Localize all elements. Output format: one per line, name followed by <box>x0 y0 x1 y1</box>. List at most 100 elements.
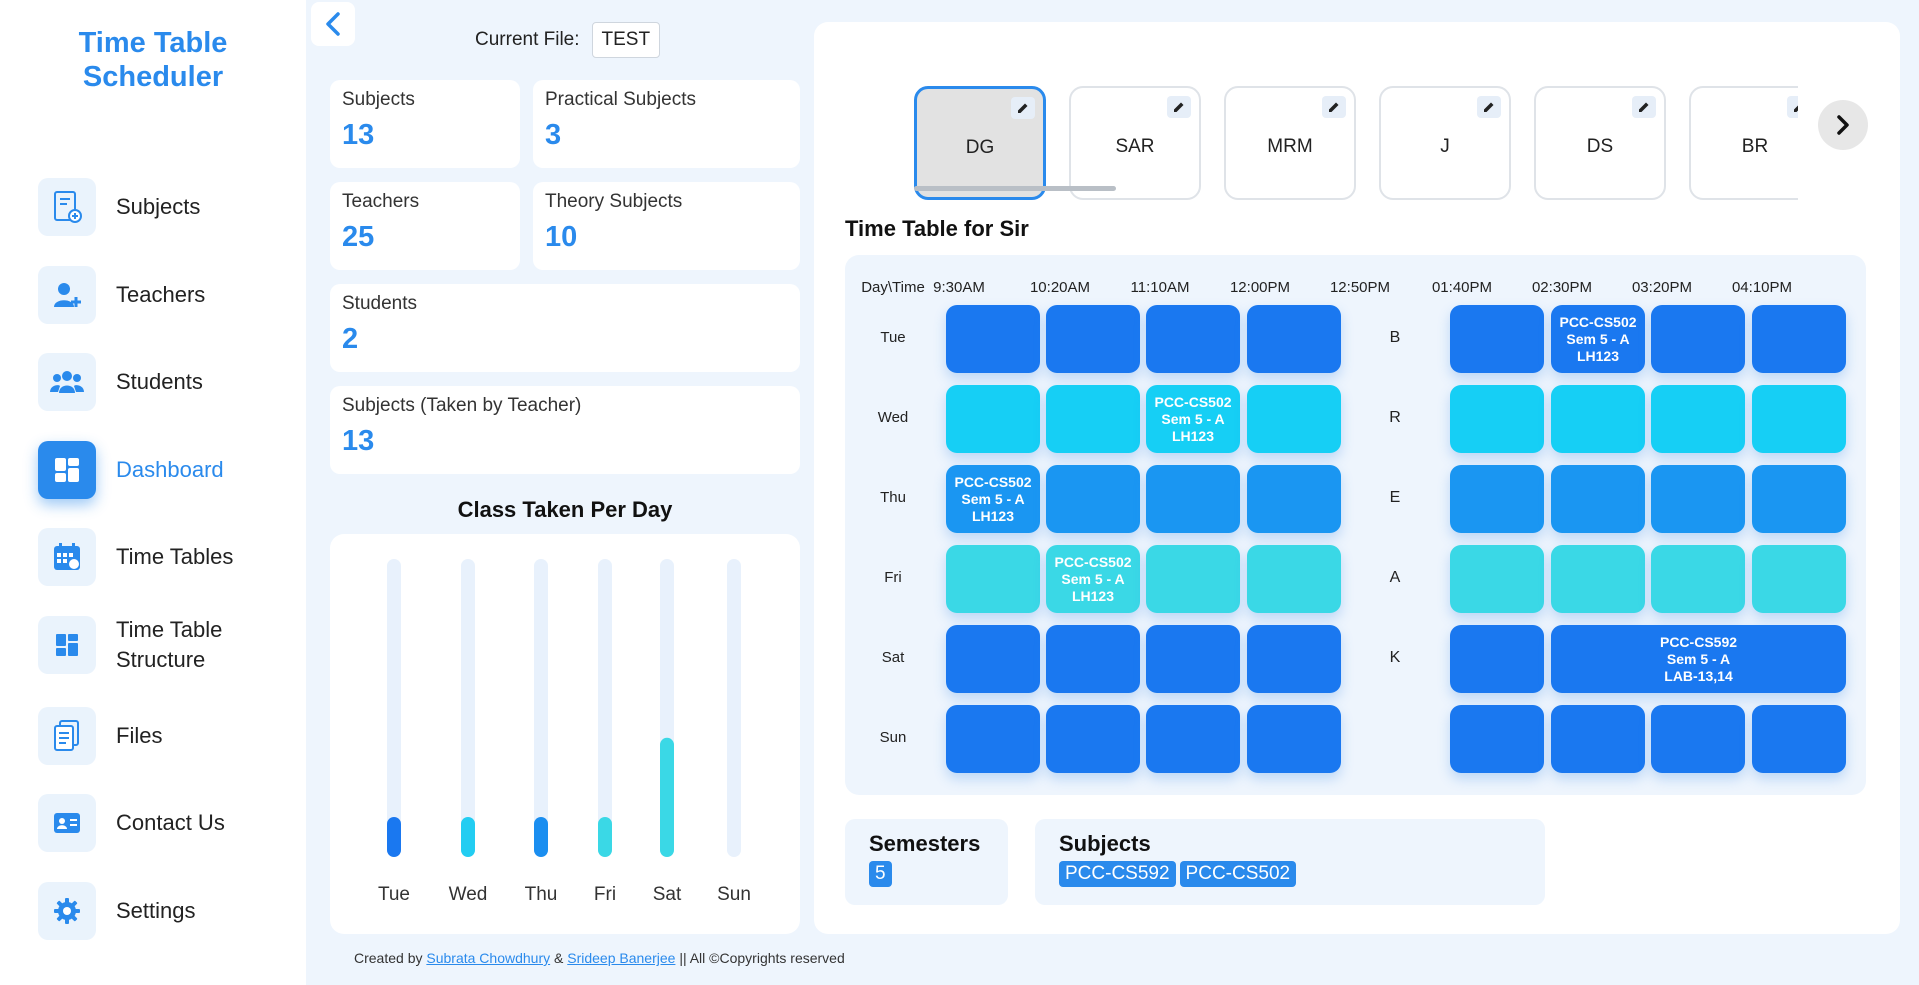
sidebar-item-settings[interactable]: Settings <box>38 881 288 941</box>
timetable-cell[interactable] <box>1247 705 1341 773</box>
timetable-cell[interactable]: PCC-CS502 Sem 5 - A LH123 <box>1146 385 1240 453</box>
contact-card-icon <box>38 794 96 852</box>
edit-icon[interactable] <box>1322 96 1346 118</box>
stat-card-practical-subjects: Practical Subjects 3 <box>533 80 800 168</box>
stat-value: 10 <box>545 221 578 253</box>
timetable-cell[interactable] <box>1046 705 1140 773</box>
timetable-cell[interactable] <box>946 385 1040 453</box>
author-link-2[interactable]: Srideep Banerjee <box>567 950 676 966</box>
next-teachers-button[interactable] <box>1818 100 1868 150</box>
timetable-cell[interactable] <box>1551 705 1645 773</box>
timetable-cell[interactable] <box>1651 465 1745 533</box>
timetable-cell[interactable] <box>946 625 1040 693</box>
timetable-panel: DG SAR MRM J DS BR Time Table for Sir Da… <box>814 22 1900 934</box>
timetable-cell[interactable] <box>1146 545 1240 613</box>
current-file: Current File: TEST <box>475 22 661 58</box>
timetable-cell[interactable] <box>1551 545 1645 613</box>
timetable-cell[interactable] <box>1146 705 1240 773</box>
stat-label: Teachers <box>342 191 420 212</box>
back-button[interactable] <box>311 2 355 46</box>
day-label: Sat <box>881 649 905 666</box>
edit-icon[interactable] <box>1011 97 1035 119</box>
teacher-name: SAR <box>1115 136 1155 157</box>
edit-icon[interactable] <box>1632 96 1656 118</box>
teacher-name: J <box>1440 136 1450 157</box>
sidebar-item-dashboard[interactable]: Dashboard <box>38 440 288 500</box>
timetable-cell[interactable] <box>1046 305 1140 373</box>
sidebar-item-teachers[interactable]: Teachers <box>38 265 288 325</box>
sidebar-item-label: Subjects <box>116 194 201 219</box>
teacher-card-dg[interactable]: DG <box>914 86 1046 200</box>
timetable-cell[interactable] <box>1651 385 1745 453</box>
timetable-cell[interactable] <box>1450 305 1544 373</box>
sidebar-item-files[interactable]: Files <box>38 706 288 766</box>
x-tick-label: Fri <box>594 884 616 905</box>
sidebar-item-contact-us[interactable]: Contact Us <box>38 793 288 853</box>
timetable-cell[interactable] <box>1551 385 1645 453</box>
timetable-cell[interactable] <box>1146 305 1240 373</box>
timetable-cell[interactable] <box>1450 625 1544 693</box>
files-icon <box>38 707 96 765</box>
teacher-strip-scrollbar[interactable] <box>914 186 1116 191</box>
sidebar-item-subjects[interactable]: Subjects <box>38 177 288 237</box>
sidebar-item-students[interactable]: Students <box>38 352 288 412</box>
timetable-cell[interactable] <box>1450 465 1544 533</box>
timetable-cell[interactable] <box>1146 465 1240 533</box>
teacher-card-ds[interactable]: DS <box>1534 86 1666 200</box>
timetable-cell[interactable] <box>1752 305 1846 373</box>
subject-tag: PCC-CS592 <box>1059 861 1176 887</box>
edit-icon[interactable] <box>1167 96 1191 118</box>
semesters-title: Semesters <box>869 831 981 856</box>
sidebar-item-label: Teachers <box>116 282 206 307</box>
timetable-cell[interactable] <box>1651 305 1745 373</box>
timetable-cell[interactable] <box>1247 625 1341 693</box>
teacher-card-mrm[interactable]: MRM <box>1224 86 1356 200</box>
timetable-cell[interactable] <box>1752 385 1846 453</box>
teacher-name: DS <box>1586 136 1614 157</box>
teacher-card-br[interactable]: BR <box>1689 86 1798 200</box>
timetable-cell[interactable]: PCC-CS502 Sem 5 - A LH123 <box>1046 545 1140 613</box>
timetable-cell[interactable]: PCC-CS502 Sem 5 - A LH123 <box>946 465 1040 533</box>
timetable-cell[interactable] <box>946 545 1040 613</box>
edit-icon[interactable] <box>1787 96 1798 118</box>
timetable-cell[interactable] <box>1450 545 1544 613</box>
stat-label: Subjects <box>342 89 415 110</box>
timetable-cell[interactable] <box>1046 465 1140 533</box>
teacher-card-j[interactable]: J <box>1379 86 1511 200</box>
timetable-cell[interactable] <box>1651 545 1745 613</box>
stat-value: 13 <box>342 119 375 151</box>
timetable-cell[interactable] <box>1247 305 1341 373</box>
author-link-1[interactable]: Subrata Chowdhury <box>426 950 551 966</box>
timetable-cell[interactable] <box>1046 625 1140 693</box>
sidebar-item-time-table-structure[interactable]: Time Table Structure <box>38 615 288 675</box>
bar-track-wed <box>461 559 475 857</box>
timetable-cell[interactable]: PCC-CS502 Sem 5 - A LH123 <box>1551 305 1645 373</box>
timetable-cell[interactable] <box>1146 625 1240 693</box>
footer-amp: & <box>554 950 564 966</box>
timetable-cell[interactable] <box>1651 705 1745 773</box>
sidebar-item-label-line1: Time Table <box>116 617 223 642</box>
timetable-cell[interactable] <box>1752 545 1846 613</box>
timetable-cell[interactable] <box>1752 705 1846 773</box>
edit-icon[interactable] <box>1477 96 1501 118</box>
timetable-cell[interactable] <box>1551 465 1645 533</box>
sidebar-item-label: Time Tables <box>116 544 234 569</box>
timetable-cell[interactable] <box>1247 545 1341 613</box>
timetable-cell[interactable] <box>1247 385 1341 453</box>
time-header: 04:10PM <box>1731 279 1793 296</box>
timetable-cell[interactable] <box>1450 705 1544 773</box>
timetable-cell[interactable] <box>1046 385 1140 453</box>
day-label: Tue <box>880 329 906 346</box>
x-tick-label: Wed <box>449 884 488 905</box>
timetable-cell[interactable] <box>1752 465 1846 533</box>
teacher-card-sar[interactable]: SAR <box>1069 86 1201 200</box>
sidebar-item-time-tables[interactable]: Time Tables <box>38 527 288 587</box>
timetable-cell[interactable] <box>946 705 1040 773</box>
stat-label: Subjects (Taken by Teacher) <box>342 395 582 416</box>
timetable-cell[interactable] <box>946 305 1040 373</box>
time-header: 11:10AM <box>1130 279 1190 296</box>
timetable-cell-merged[interactable]: PCC-CS592 Sem 5 - A LAB-13,14 <box>1551 625 1846 693</box>
timetable-cell[interactable] <box>1247 465 1341 533</box>
sidebar-item-label: Files <box>116 723 163 748</box>
timetable-cell[interactable] <box>1450 385 1544 453</box>
